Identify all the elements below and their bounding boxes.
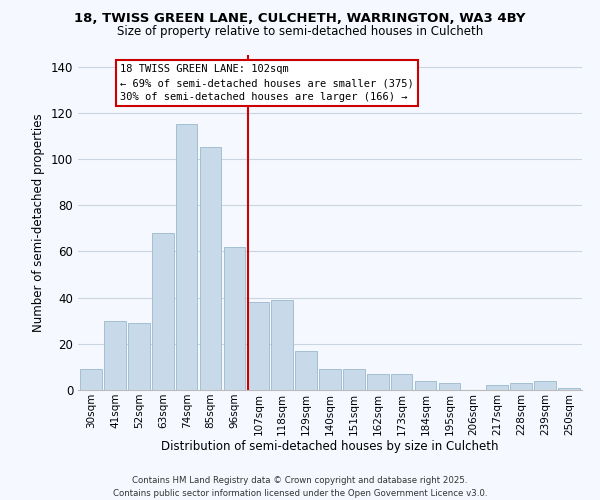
Text: 18, TWISS GREEN LANE, CULCHETH, WARRINGTON, WA3 4BY: 18, TWISS GREEN LANE, CULCHETH, WARRINGT…: [74, 12, 526, 26]
Y-axis label: Number of semi-detached properties: Number of semi-detached properties: [32, 113, 45, 332]
Text: 18 TWISS GREEN LANE: 102sqm
← 69% of semi-detached houses are smaller (375)
30% : 18 TWISS GREEN LANE: 102sqm ← 69% of sem…: [120, 64, 413, 102]
X-axis label: Distribution of semi-detached houses by size in Culcheth: Distribution of semi-detached houses by …: [161, 440, 499, 454]
Bar: [487, 386, 508, 390]
Bar: [176, 124, 197, 390]
Bar: [295, 350, 317, 390]
Bar: [439, 383, 460, 390]
Bar: [200, 148, 221, 390]
Bar: [248, 302, 269, 390]
Bar: [558, 388, 580, 390]
Bar: [391, 374, 412, 390]
Bar: [80, 369, 102, 390]
Bar: [104, 320, 126, 390]
Bar: [511, 383, 532, 390]
Bar: [128, 323, 149, 390]
Bar: [319, 369, 341, 390]
Bar: [224, 247, 245, 390]
Bar: [152, 233, 173, 390]
Text: Size of property relative to semi-detached houses in Culcheth: Size of property relative to semi-detach…: [117, 25, 483, 38]
Text: Contains HM Land Registry data © Crown copyright and database right 2025.
Contai: Contains HM Land Registry data © Crown c…: [113, 476, 487, 498]
Bar: [343, 369, 365, 390]
Bar: [534, 381, 556, 390]
Bar: [367, 374, 389, 390]
Bar: [271, 300, 293, 390]
Bar: [415, 381, 436, 390]
